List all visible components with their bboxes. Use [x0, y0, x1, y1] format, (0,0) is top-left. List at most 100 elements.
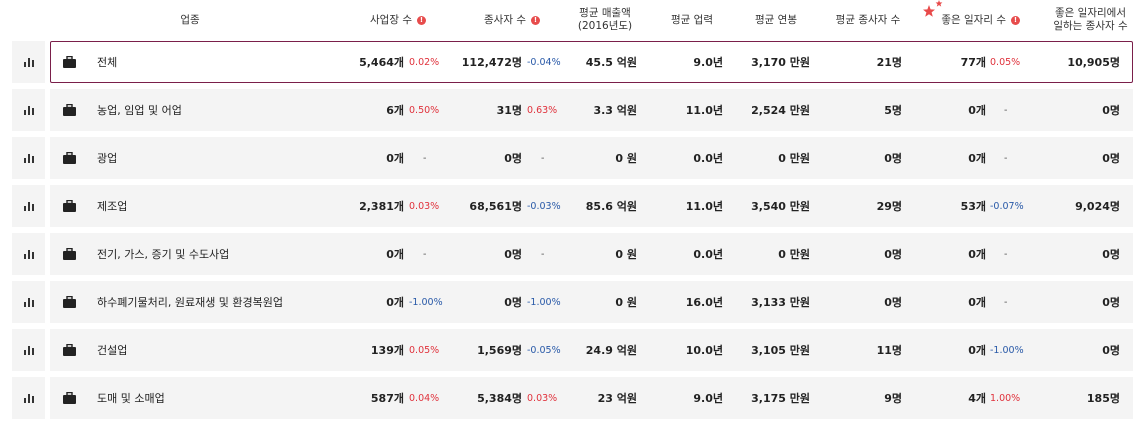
- industry-name[interactable]: 전기, 가스, 증기 및 수도사업: [97, 248, 230, 261]
- header-employees[interactable]: 종사자 수!: [444, 0, 540, 40]
- employees-count: 112,472명: [461, 56, 522, 69]
- bar-chart-button[interactable]: [12, 329, 45, 371]
- table-row[interactable]: 농업, 임업 및 어업 6개 0.50% 31명 0.63% 3.3 억원 11…: [0, 89, 1133, 131]
- briefcase-icon: [63, 344, 76, 356]
- header-good-jobs-label: 좋은 일자리 수: [941, 13, 1006, 26]
- good-jobs-change: -: [1004, 296, 1008, 308]
- header-salary[interactable]: 평균 연봉: [746, 0, 806, 40]
- header-good-job-emp-line2: 일하는 종사자 수: [1053, 20, 1128, 32]
- industry-name[interactable]: 농업, 임업 및 어업: [97, 104, 182, 117]
- good-job-employees: 0명: [1102, 104, 1120, 117]
- bar-chart-button[interactable]: [12, 185, 45, 227]
- header-revenue-line2: (2016년도): [577, 20, 633, 32]
- industry-name[interactable]: 전체: [97, 56, 118, 69]
- avg-career: 10.0년: [685, 344, 723, 357]
- employees-count: 0명: [504, 296, 522, 309]
- bar-chart-button[interactable]: [12, 41, 45, 83]
- industry-name[interactable]: 제조업: [97, 200, 128, 213]
- avg-employees: 0명: [884, 248, 902, 261]
- bar-chart-icon: [23, 249, 34, 259]
- industry-name[interactable]: 건설업: [97, 344, 128, 357]
- avg-revenue: 45.5 억원: [585, 56, 637, 69]
- good-job-employees: 0명: [1102, 248, 1120, 261]
- avg-salary: 3,175 만원: [751, 392, 810, 405]
- bar-chart-button[interactable]: [12, 89, 45, 131]
- row-box[interactable]: [50, 329, 1133, 371]
- avg-salary: 3,105 만원: [751, 344, 810, 357]
- industry-name[interactable]: 도매 및 소매업: [97, 392, 165, 405]
- header-good-job-employees[interactable]: 좋은 일자리에서 일하는 종사자 수: [1048, 0, 1133, 40]
- employees-change: -0.04%: [527, 56, 561, 68]
- row-box[interactable]: [50, 41, 1133, 83]
- industry-name[interactable]: 하수폐기물처리, 원료재생 및 환경복원업: [97, 296, 284, 309]
- header-good-job-emp-line1: 좋은 일자리에서: [1055, 7, 1126, 19]
- avg-revenue: 0 원: [615, 296, 637, 309]
- bar-chart-button[interactable]: [12, 377, 45, 419]
- table-row[interactable]: 제조업 2,381개 0.03% 68,561명 -0.03% 85.6 억원 …: [0, 185, 1133, 227]
- header-industry-label: 업종: [180, 13, 200, 26]
- employees-count: 0명: [504, 248, 522, 261]
- avg-career: 0.0년: [693, 248, 723, 261]
- table-row[interactable]: 하수폐기물처리, 원료재생 및 환경복원업 0개 -1.00% 0명 -1.00…: [0, 281, 1133, 323]
- header-revenue[interactable]: 평균 매출액 (2016년도): [570, 0, 640, 40]
- info-icon[interactable]: !: [417, 15, 426, 25]
- sites-change: -: [423, 248, 427, 260]
- avg-employees: 29명: [876, 200, 902, 213]
- avg-career: 9.0년: [693, 392, 723, 405]
- industry-name[interactable]: 광업: [97, 152, 118, 165]
- good-job-employees: 0명: [1102, 344, 1120, 357]
- sites-change: -1.00%: [409, 296, 443, 308]
- avg-revenue: 0 원: [615, 152, 637, 165]
- info-icon[interactable]: !: [1011, 15, 1020, 25]
- sites-change: 0.04%: [409, 392, 440, 404]
- header-good-jobs[interactable]: 좋은 일자리 수!: [918, 0, 1020, 40]
- avg-revenue: 3.3 억원: [593, 104, 637, 117]
- header-salary-label: 평균 연봉: [755, 13, 797, 26]
- table-row[interactable]: 전체 5,464개 0.02% 112,472명 -0.04% 45.5 억원 …: [0, 41, 1133, 83]
- row-box[interactable]: [50, 185, 1133, 227]
- sites-count: 139개: [370, 344, 404, 357]
- row-box[interactable]: [50, 233, 1133, 275]
- good-jobs-change: -0.07%: [990, 200, 1024, 212]
- employees-change: 0.63%: [527, 104, 558, 116]
- good-jobs-count: 0개: [968, 248, 986, 261]
- employees-count: 68,561명: [469, 200, 522, 213]
- employees-change: -0.03%: [527, 200, 561, 212]
- employees-change: 0.03%: [527, 392, 558, 404]
- bar-chart-icon: [23, 393, 34, 403]
- row-box[interactable]: [50, 377, 1133, 419]
- table-row[interactable]: 전기, 가스, 증기 및 수도사업 0개 - 0명 - 0 원 0.0년 0 만…: [0, 233, 1133, 275]
- good-jobs-change: -: [1004, 248, 1008, 260]
- table-row[interactable]: 광업 0개 - 0명 - 0 원 0.0년 0 만원 0명 0개 - 0명: [0, 137, 1133, 179]
- employees-count: 31명: [496, 104, 522, 117]
- bar-chart-button[interactable]: [12, 233, 45, 275]
- avg-salary: 0 만원: [778, 152, 810, 165]
- briefcase-icon: [63, 392, 76, 404]
- good-job-employees: 185명: [1086, 392, 1120, 405]
- avg-salary: 3,133 만원: [751, 296, 810, 309]
- bar-chart-button[interactable]: [12, 281, 45, 323]
- table-row[interactable]: 도매 및 소매업 587개 0.04% 5,384명 0.03% 23 억원 9…: [0, 377, 1133, 419]
- briefcase-icon: [63, 296, 76, 308]
- sites-count: 0개: [386, 152, 404, 165]
- good-jobs-change: 0.05%: [990, 56, 1021, 68]
- header-career[interactable]: 평균 업력: [662, 0, 722, 40]
- star-icon: [923, 0, 943, 17]
- row-box[interactable]: [50, 89, 1133, 131]
- good-job-employees: 0명: [1102, 152, 1120, 165]
- row-box[interactable]: [50, 137, 1133, 179]
- header-avg-employees[interactable]: 평균 종사자 수: [828, 0, 908, 40]
- table-row[interactable]: 건설업 139개 0.05% 1,569명 -0.05% 24.9 억원 10.…: [0, 329, 1133, 371]
- info-icon[interactable]: !: [531, 15, 540, 25]
- header-sites[interactable]: 사업장 수!: [330, 0, 426, 40]
- avg-revenue: 24.9 억원: [585, 344, 637, 357]
- row-box[interactable]: [50, 281, 1133, 323]
- bar-chart-button[interactable]: [12, 137, 45, 179]
- good-jobs-count: 53개: [960, 200, 986, 213]
- header-industry[interactable]: 업종: [160, 0, 220, 40]
- avg-career: 0.0년: [693, 152, 723, 165]
- sites-count: 5,464개: [359, 56, 404, 69]
- table-header: 업종 사업장 수! 종사자 수! 평균 매출액 (2016년도) 평균 업력 평…: [0, 0, 1133, 40]
- sites-change: -: [423, 152, 427, 164]
- good-jobs-count: 0개: [968, 344, 986, 357]
